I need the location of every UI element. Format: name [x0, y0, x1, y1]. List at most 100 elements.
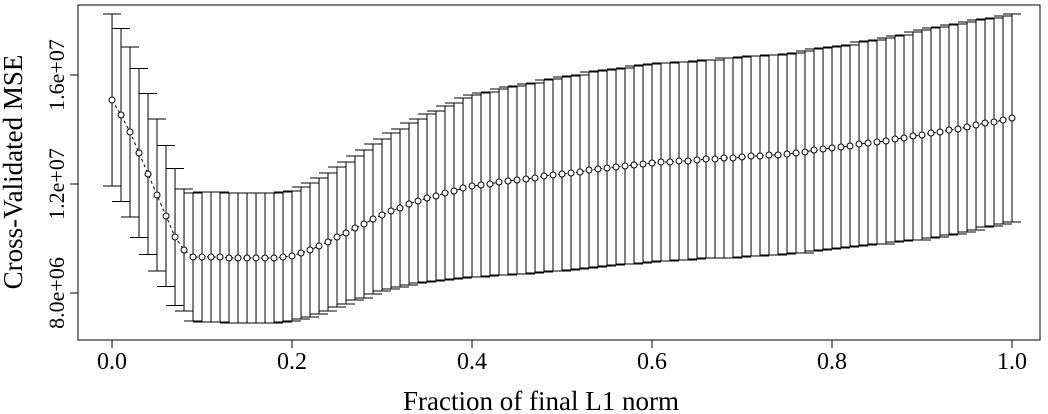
point — [954, 125, 962, 133]
point — [270, 254, 278, 262]
point — [576, 168, 584, 176]
point — [108, 96, 116, 104]
point — [468, 182, 476, 190]
point — [981, 119, 989, 127]
point — [315, 242, 323, 250]
point — [783, 150, 791, 158]
point — [684, 157, 692, 165]
point — [549, 171, 557, 179]
point — [855, 140, 863, 148]
point — [729, 154, 737, 162]
point — [738, 153, 746, 161]
point — [873, 138, 881, 146]
point — [486, 180, 494, 188]
point — [351, 224, 359, 232]
point — [990, 118, 998, 126]
point — [513, 176, 521, 184]
point — [531, 174, 539, 182]
point — [711, 155, 719, 163]
point — [882, 137, 890, 145]
point — [900, 134, 908, 142]
x-tick-label: 0.2 — [277, 349, 307, 375]
point — [261, 254, 269, 262]
point — [585, 166, 593, 174]
point — [558, 170, 566, 178]
point — [189, 253, 197, 261]
point — [909, 132, 917, 140]
point — [594, 165, 602, 173]
point — [324, 238, 332, 246]
y-tick-label: 1.2e+07 — [44, 148, 69, 220]
point — [288, 252, 296, 260]
point — [828, 144, 836, 152]
y-axis-label: Cross-Validated MSE — [0, 55, 28, 290]
point — [864, 139, 872, 147]
point — [936, 128, 944, 136]
point — [963, 123, 971, 131]
point — [414, 197, 422, 205]
point — [648, 159, 656, 167]
point — [801, 148, 809, 156]
point — [702, 155, 710, 163]
point — [333, 233, 341, 241]
point — [432, 192, 440, 200]
x-tick-label: 0.6 — [637, 349, 667, 375]
point — [252, 254, 260, 262]
point — [693, 156, 701, 164]
point — [792, 149, 800, 157]
point — [162, 212, 170, 220]
point — [234, 254, 242, 262]
point — [540, 172, 548, 180]
point — [369, 215, 377, 223]
point — [477, 181, 485, 189]
point — [621, 162, 629, 170]
point — [999, 116, 1007, 124]
point — [765, 151, 773, 159]
point — [720, 154, 728, 162]
point — [459, 184, 467, 192]
point — [810, 146, 818, 154]
point — [450, 187, 458, 195]
point — [630, 161, 638, 169]
point — [918, 131, 926, 139]
point — [675, 157, 683, 165]
point — [180, 246, 188, 254]
point — [927, 129, 935, 137]
point — [198, 253, 206, 261]
x-tick-label: 0.0 — [97, 349, 127, 375]
y-tick-label: 8.0e+06 — [44, 257, 69, 329]
point — [612, 163, 620, 171]
point — [378, 211, 386, 219]
point — [297, 249, 305, 257]
point — [819, 145, 827, 153]
point — [342, 229, 350, 237]
point — [837, 143, 845, 151]
point — [225, 254, 233, 262]
point — [441, 189, 449, 197]
point — [522, 175, 530, 183]
point — [135, 149, 143, 157]
point — [405, 200, 413, 208]
point — [153, 191, 161, 199]
point — [126, 128, 134, 136]
y-tick-label: 1.6e+07 — [44, 39, 69, 111]
point — [972, 121, 980, 129]
point — [666, 158, 674, 166]
x-axis-label: Fraction of final L1 norm — [403, 386, 679, 414]
point — [207, 253, 215, 261]
point — [360, 220, 368, 228]
point — [144, 170, 152, 178]
point — [171, 233, 179, 241]
point — [279, 253, 287, 261]
point — [891, 135, 899, 143]
plot-frame — [77, 4, 1041, 341]
point — [1008, 114, 1016, 122]
point — [567, 169, 575, 177]
point — [243, 254, 251, 262]
point — [117, 111, 125, 119]
point — [756, 152, 764, 160]
point — [423, 194, 431, 202]
point — [306, 246, 314, 254]
point — [396, 204, 404, 212]
